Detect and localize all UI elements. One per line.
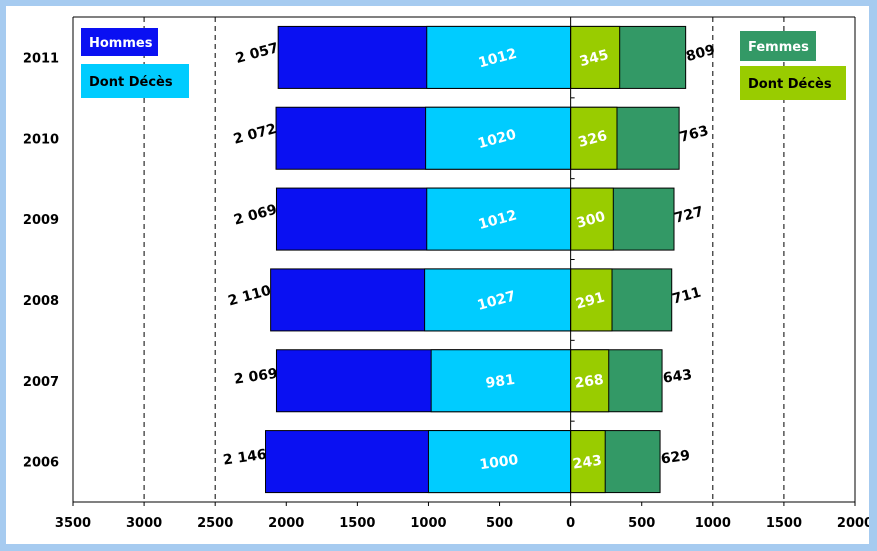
label-femmes-deces: 326 [577, 128, 609, 151]
bars [265, 25, 687, 494]
label-hommes-deces: 981 [485, 372, 516, 392]
plot-area [72, 16, 856, 503]
label-femmes: 711 [671, 285, 703, 308]
label-femmes: 629 [660, 448, 691, 468]
axes: 3500 3000 2500 2000 1500 1000 500 0 500 1000 1500 2… [23, 17, 873, 531]
bar-hommes-deces [427, 430, 572, 494]
y-category-label: 2007 [23, 375, 59, 390]
label-hommes: 2 146 [222, 447, 268, 469]
x-tick-label: 1000 [695, 516, 731, 531]
bar-hommes-deces [426, 187, 572, 251]
x-tick-label: 500 [486, 516, 513, 531]
x-tick-label: 3000 [126, 516, 162, 531]
grid-lines [143, 17, 785, 502]
x-tick-label: 2500 [197, 516, 233, 531]
label-femmes-deces: 345 [578, 47, 610, 70]
legend-hommes-swatch [81, 28, 158, 56]
legend-hommes-label: Hommes [89, 36, 153, 51]
y-category-label: 2011 [23, 51, 59, 66]
y-category-label: 2006 [23, 456, 59, 471]
bar-hommes-deces [425, 106, 572, 170]
label-femmes: 643 [662, 367, 693, 387]
label-hommes: 2 110 [226, 283, 273, 310]
x-tick-label: 0 [566, 516, 575, 531]
x-tick-label: 2000 [268, 516, 304, 531]
bar-hommes-deces [424, 268, 572, 332]
x-tick-label: 500 [628, 516, 655, 531]
bar-hommes-deces [430, 349, 572, 413]
legend-femmes-deces-label: Dont Décès [748, 77, 832, 92]
x-tick-label: 1500 [766, 516, 802, 531]
label-femmes-deces: 300 [575, 209, 608, 232]
label-hommes-deces: 1000 [479, 452, 520, 473]
label-femmes-deces: 291 [574, 290, 606, 313]
bar-hommes-deces [426, 25, 572, 89]
bar-femmes-deces [570, 268, 613, 332]
label-femmes-deces: 243 [572, 453, 603, 473]
label-femmes: 763 [678, 123, 710, 146]
legend-femmes-deces-swatch [740, 66, 846, 100]
chart-frame: 3500 3000 2500 2000 1500 1000 500 0 500 1000 1500 2… [6, 6, 873, 544]
bar-femmes-deces [570, 349, 610, 413]
label-hommes: 2 069 [233, 366, 279, 388]
label-hommes: 2 069 [232, 202, 278, 229]
legend-hommes-deces-label: Dont Décès [89, 75, 173, 90]
label-femmes: 809 [684, 42, 716, 65]
label-hommes: 2 072 [232, 121, 278, 148]
y-category-label: 2009 [23, 213, 59, 228]
x-tick-label: 2000 [837, 516, 869, 531]
x-tick-label: 1500 [339, 516, 375, 531]
bar-femmes-deces [570, 187, 614, 251]
y-category-label: 2008 [23, 294, 59, 309]
label-hommes: 2 057 [234, 40, 280, 67]
bar-femmes-deces [570, 106, 618, 170]
bar-femmes-deces [570, 25, 621, 89]
legend-femmes-label: Femmes [748, 40, 809, 55]
label-femmes-deces: 268 [574, 372, 605, 392]
legend-hommes-deces-swatch [81, 64, 189, 98]
x-tick-label: 1000 [410, 516, 446, 531]
population-pyramid-chart: 3500 3000 2500 2000 1500 1000 500 0 500 1000 1500 2… [23, 16, 873, 531]
label-femmes: 727 [673, 204, 705, 227]
legend-femmes-swatch [740, 31, 816, 61]
legend: Hommes Dont Décès Femmes Dont Décès [81, 28, 846, 100]
y-category-label: 2010 [23, 132, 59, 147]
x-tick-label: 3500 [55, 516, 91, 531]
